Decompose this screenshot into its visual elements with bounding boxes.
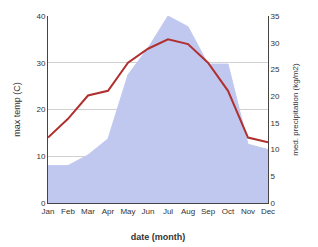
svg-text:40: 40: [36, 12, 45, 21]
svg-text:Oct: Oct: [222, 207, 235, 216]
svg-text:20: 20: [271, 92, 280, 101]
svg-text:Dec: Dec: [261, 207, 275, 216]
svg-text:Apr: Apr: [102, 207, 115, 216]
svg-text:Jan: Jan: [42, 207, 55, 216]
svg-text:30: 30: [271, 39, 280, 48]
svg-text:Feb: Feb: [61, 207, 75, 216]
svg-text:Sep: Sep: [201, 207, 216, 216]
svg-text:max temp (C): max temp (C): [12, 82, 22, 137]
svg-text:Nov: Nov: [241, 207, 255, 216]
svg-text:30: 30: [36, 59, 45, 68]
svg-text:Jul: Jul: [163, 207, 173, 216]
svg-text:10: 10: [271, 145, 280, 154]
svg-text:5: 5: [271, 172, 276, 181]
svg-text:date (month): date (month): [131, 232, 186, 242]
svg-text:Mar: Mar: [81, 207, 95, 216]
svg-text:25: 25: [271, 65, 280, 74]
svg-text:15: 15: [271, 119, 280, 128]
svg-text:0: 0: [41, 199, 46, 208]
svg-text:Jun: Jun: [142, 207, 155, 216]
svg-text:Aug: Aug: [181, 207, 195, 216]
svg-text:35: 35: [271, 12, 280, 21]
svg-text:10: 10: [36, 152, 45, 161]
svg-text:med. precipitation (kg/m2): med. precipitation (kg/m2): [291, 63, 300, 156]
svg-text:0: 0: [271, 199, 276, 208]
svg-text:May: May: [120, 207, 135, 216]
svg-text:20: 20: [36, 105, 45, 114]
